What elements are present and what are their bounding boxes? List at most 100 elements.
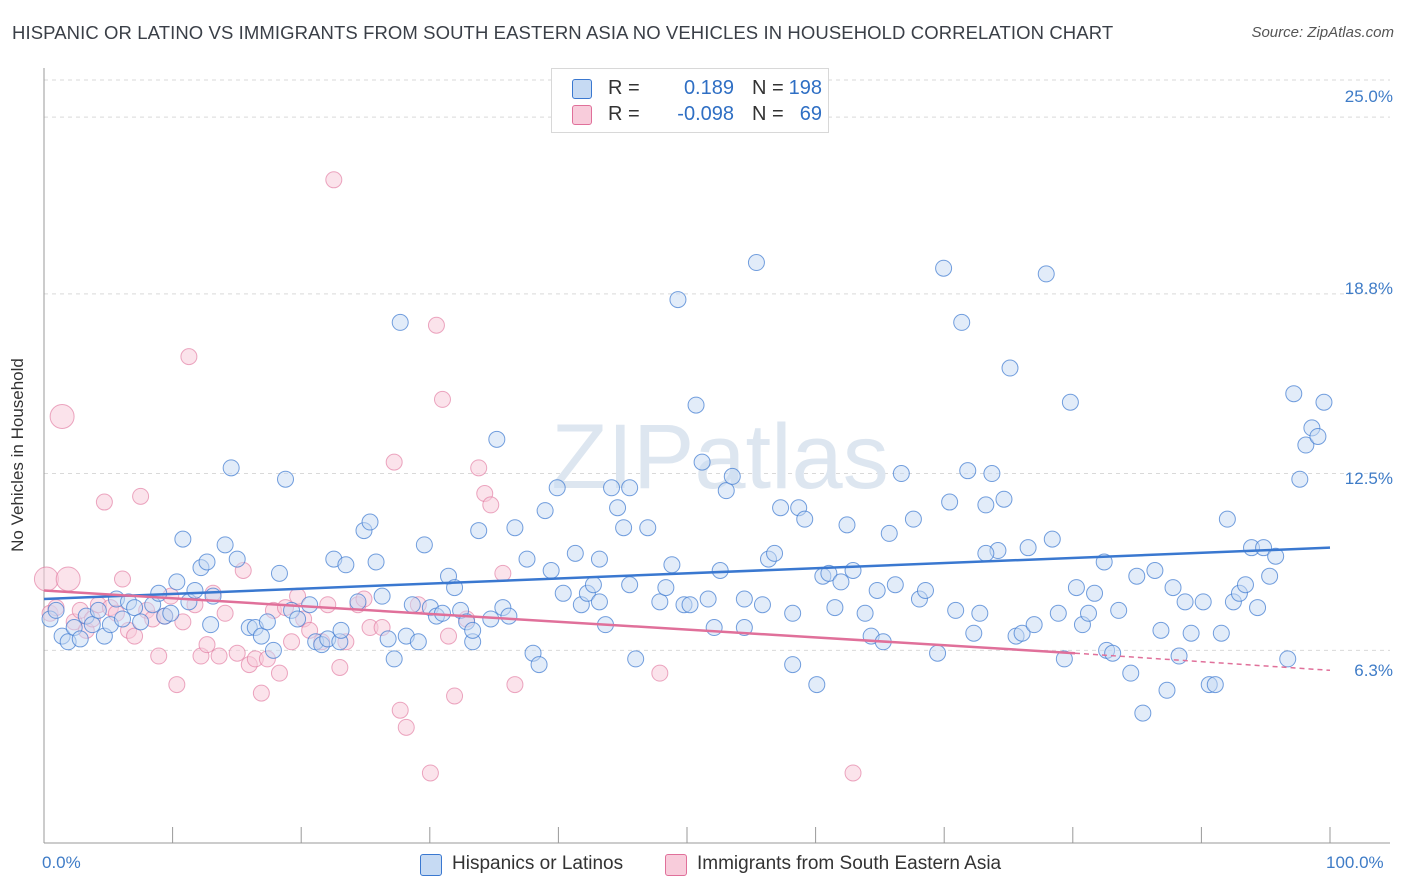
data-point-blue bbox=[1055, 650, 1073, 668]
data-point-blue bbox=[198, 553, 216, 571]
data-point-blue bbox=[162, 604, 180, 622]
data-point-pink bbox=[440, 627, 458, 645]
data-point-blue bbox=[1285, 385, 1303, 403]
data-point-blue bbox=[1079, 604, 1097, 622]
data-point-blue bbox=[1086, 584, 1104, 602]
data-point-blue bbox=[820, 564, 838, 582]
data-point-pink bbox=[397, 718, 415, 736]
legend-r-label: R = bbox=[608, 77, 640, 99]
legend-item-hispanics: Hispanics or Latinos bbox=[420, 853, 624, 876]
data-point-pink bbox=[252, 684, 270, 702]
data-point-blue bbox=[270, 564, 288, 582]
pink-series-points bbox=[33, 171, 862, 782]
data-point-pink bbox=[150, 647, 168, 665]
data-point-blue bbox=[687, 396, 705, 414]
data-point-blue bbox=[1146, 561, 1164, 579]
data-point-blue bbox=[1212, 624, 1230, 642]
data-point-blue bbox=[289, 610, 307, 628]
data-point-pink bbox=[446, 687, 464, 705]
data-point-pink bbox=[331, 658, 349, 676]
data-point-blue bbox=[977, 544, 995, 562]
y-tick-label-18-8: 18.8% bbox=[1344, 279, 1393, 298]
data-point-pink bbox=[216, 604, 234, 622]
data-point-blue bbox=[277, 470, 295, 488]
data-point-blue bbox=[603, 479, 621, 497]
legend-n-value-blue: 198 bbox=[788, 77, 822, 99]
data-point-blue bbox=[542, 561, 560, 579]
x-tick-label-100: 100.0% bbox=[1326, 853, 1384, 872]
data-point-pink bbox=[198, 636, 216, 654]
data-point-blue bbox=[500, 607, 518, 625]
data-point-blue bbox=[174, 530, 192, 548]
correlation-legend: R = 0.189 N = 198 R = -0.098 N = 69 bbox=[551, 68, 829, 133]
data-point-blue bbox=[1019, 539, 1037, 557]
data-point-pink bbox=[33, 566, 59, 592]
legend-n-label: N = bbox=[752, 77, 784, 99]
data-point-blue bbox=[735, 619, 753, 637]
data-point-blue bbox=[753, 596, 771, 614]
data-point-blue bbox=[47, 601, 65, 619]
data-point-blue bbox=[711, 561, 729, 579]
legend-n-value-pink: 69 bbox=[799, 103, 822, 125]
data-point-blue bbox=[367, 553, 385, 571]
data-point-blue bbox=[1104, 644, 1122, 662]
data-point-blue bbox=[868, 581, 886, 599]
data-point-blue bbox=[1267, 547, 1285, 565]
data-point-blue bbox=[747, 254, 765, 272]
data-point-blue bbox=[916, 581, 934, 599]
data-point-pink bbox=[228, 644, 246, 662]
data-point-pink bbox=[470, 459, 488, 477]
data-point-blue bbox=[373, 587, 391, 605]
data-point-blue bbox=[717, 482, 735, 500]
data-point-blue bbox=[554, 584, 572, 602]
legend-item-immigrants: Immigrants from South Eastern Asia bbox=[665, 853, 1001, 876]
data-point-pink bbox=[427, 316, 445, 334]
data-point-blue bbox=[699, 590, 717, 608]
data-point-blue bbox=[1043, 530, 1061, 548]
data-point-blue bbox=[892, 465, 910, 483]
data-point-blue bbox=[1218, 510, 1236, 528]
data-point-blue bbox=[796, 510, 814, 528]
data-point-blue bbox=[1182, 624, 1200, 642]
data-point-blue bbox=[168, 573, 186, 591]
data-point-pink bbox=[844, 764, 862, 782]
data-point-blue bbox=[1122, 664, 1140, 682]
data-point-pink bbox=[168, 676, 186, 694]
data-point-blue bbox=[1152, 621, 1170, 639]
source-label: Source: ZipAtlas.com bbox=[1251, 24, 1394, 41]
legend-swatch-blue bbox=[420, 854, 442, 876]
y-tick-label-12-5: 12.5% bbox=[1344, 469, 1393, 488]
data-point-blue bbox=[1261, 567, 1279, 585]
data-point-blue bbox=[1315, 393, 1333, 411]
data-point-blue bbox=[615, 519, 633, 537]
data-point-blue bbox=[518, 550, 536, 568]
data-point-blue bbox=[935, 259, 953, 277]
data-point-blue bbox=[548, 479, 566, 497]
data-point-blue bbox=[1291, 470, 1309, 488]
data-point-pink bbox=[210, 647, 228, 665]
data-point-pink bbox=[494, 564, 512, 582]
data-point-blue bbox=[1061, 393, 1079, 411]
data-point-blue bbox=[361, 513, 379, 531]
data-point-blue bbox=[71, 630, 89, 648]
data-point-blue bbox=[202, 616, 220, 634]
data-point-pink bbox=[651, 664, 669, 682]
data-point-blue bbox=[530, 656, 548, 674]
data-point-blue bbox=[403, 596, 421, 614]
data-point-blue bbox=[252, 627, 270, 645]
data-point-pink bbox=[482, 496, 500, 514]
data-point-blue bbox=[391, 313, 409, 331]
data-point-blue bbox=[1309, 427, 1327, 445]
data-point-blue bbox=[590, 593, 608, 611]
data-point-blue bbox=[627, 650, 645, 668]
data-point-blue bbox=[264, 641, 282, 659]
data-point-blue bbox=[1194, 593, 1212, 611]
data-point-blue bbox=[929, 644, 947, 662]
data-point-pink bbox=[126, 627, 144, 645]
axes bbox=[43, 68, 1390, 844]
legend-label-hispanics: Hispanics or Latinos bbox=[452, 853, 624, 874]
data-point-blue bbox=[337, 556, 355, 574]
data-point-blue bbox=[693, 453, 711, 471]
data-point-pink bbox=[95, 493, 113, 511]
